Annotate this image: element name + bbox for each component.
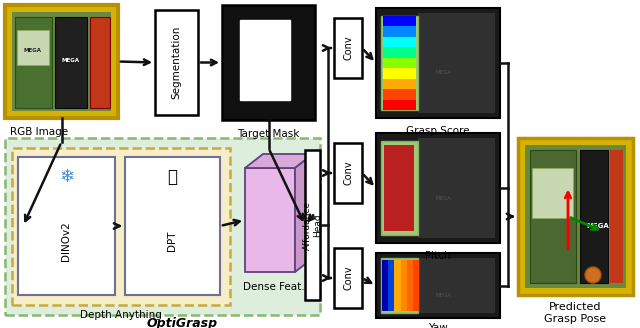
Text: Target Mask: Target Mask [237,129,300,139]
Bar [245,168,295,272]
Text: Affordance
Head: Affordance Head [303,200,322,250]
Bar [376,8,500,118]
Bar [418,13,495,113]
Text: Dense Feat.: Dense Feat. [243,282,305,292]
Text: MEGA: MEGA [436,71,452,75]
Text: Pitch: Pitch [425,251,451,261]
Text: Yaw: Yaw [428,323,448,328]
Bar [376,133,500,243]
Bar [383,89,416,100]
Text: 🔥: 🔥 [168,168,177,186]
Bar [394,260,401,311]
Bar [530,150,576,283]
Polygon shape [295,154,313,272]
Text: DPT: DPT [168,231,177,251]
Text: MEGA: MEGA [62,57,80,63]
Bar [388,260,394,311]
Text: Conv: Conv [343,36,353,60]
Bar [381,141,418,235]
Bar [334,18,362,78]
Bar [406,260,413,311]
Bar [305,150,320,300]
Bar [334,143,362,203]
Text: MEGA: MEGA [587,223,609,230]
Bar [12,12,111,111]
Polygon shape [245,154,313,168]
Text: MEGA: MEGA [436,293,452,298]
Bar [384,145,414,231]
Bar [240,20,290,100]
Bar [580,150,608,283]
Text: RGB Image: RGB Image [10,127,68,137]
Text: Segmentation: Segmentation [172,26,182,99]
Text: Depth Anything: Depth Anything [80,310,162,320]
Bar [381,16,418,110]
Bar [383,100,416,110]
Bar [525,145,626,288]
Text: OptiGrasp: OptiGrasp [147,317,218,328]
Bar [376,253,500,318]
Bar [382,260,388,311]
Bar [381,258,418,313]
Bar [413,260,419,311]
Bar [334,248,362,308]
Bar [418,258,495,313]
Bar [155,10,198,115]
Bar [383,16,416,27]
Bar [222,5,315,120]
Bar [15,17,52,108]
Bar [383,47,416,58]
Bar [518,138,633,295]
Text: ❄: ❄ [59,168,74,186]
Bar [610,150,623,283]
Bar [90,17,110,108]
Bar [12,148,230,305]
Circle shape [585,267,601,283]
Text: MEGA: MEGA [24,48,42,52]
Bar [17,30,49,65]
Text: Predicted
Grasp Pose: Predicted Grasp Pose [545,302,607,324]
Bar [383,27,416,37]
Bar [383,58,416,68]
Bar [418,138,495,238]
Text: DINOv2: DINOv2 [61,221,72,261]
Bar [383,68,416,79]
Text: Conv: Conv [343,161,353,185]
Bar [18,157,115,295]
Bar [383,37,416,47]
Text: Conv: Conv [343,266,353,290]
Bar [532,168,573,218]
Bar [125,157,220,295]
Text: Grasp Score: Grasp Score [406,126,470,136]
Text: MEGA: MEGA [436,195,452,200]
Bar [5,5,118,118]
Bar [55,17,87,108]
Bar [383,79,416,89]
Bar [401,260,406,311]
Bar [5,138,320,315]
